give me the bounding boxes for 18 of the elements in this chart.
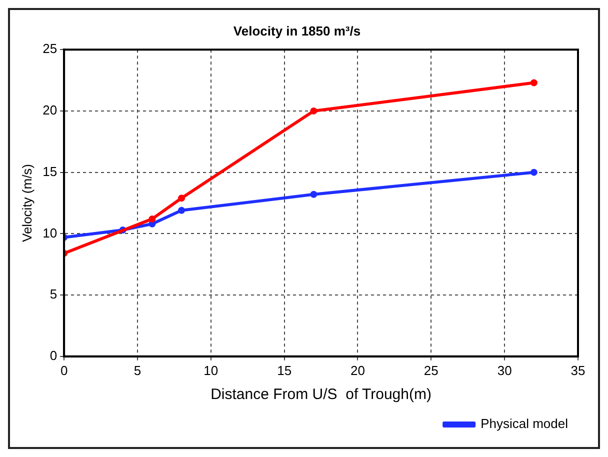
legend-label: Physical model (480, 416, 568, 432)
x-tick-label: 35 (570, 362, 586, 378)
x-tick-label: 25 (424, 362, 438, 378)
x-axis-title: Distance From U/S of Trough(m) (210, 386, 432, 404)
x-tick-label: 5 (134, 362, 142, 378)
y-tick-label: 25 (42, 41, 58, 56)
y-tick-label: 0 (50, 348, 58, 363)
y-tick-label: 10 (42, 225, 58, 240)
y-tick-label: 5 (50, 286, 58, 302)
y-axis-title: Velocity (m/s) (19, 164, 34, 242)
x-tick-label: 0 (60, 362, 68, 378)
x-tick-label: 20 (350, 362, 365, 378)
x-tick-label: 30 (497, 362, 512, 378)
x-tick-label: 10 (204, 362, 218, 378)
y-tick-label: 15 (42, 164, 58, 179)
y-tick-label: 20 (42, 102, 58, 118)
chart-title: Velocity in 1850 m³/s (233, 23, 361, 38)
x-tick-label: 15 (277, 362, 292, 378)
